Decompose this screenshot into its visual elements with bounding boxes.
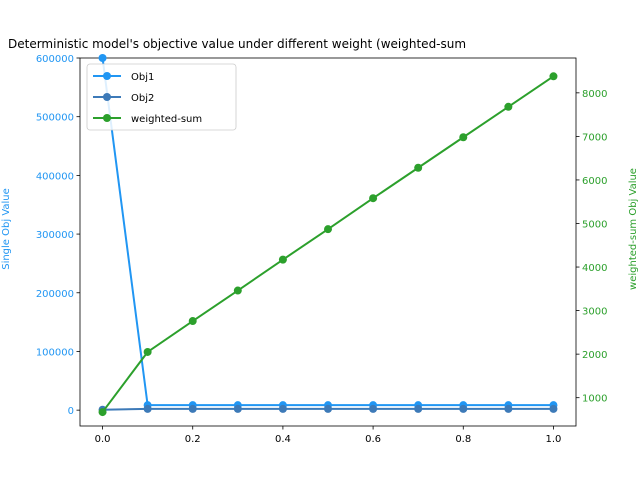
- x-tick-label: 0.8: [455, 434, 471, 445]
- data-point-weighted-sum: [459, 133, 468, 142]
- y-right-tick-label: 8000: [582, 89, 607, 100]
- data-point-weighted-sum: [414, 163, 423, 172]
- data-point-obj1: [98, 54, 107, 62]
- data-point-weighted-sum: [188, 317, 197, 326]
- plot-frame: [79, 57, 577, 427]
- x-tick-label: 0.2: [185, 434, 201, 445]
- data-point-weighted-sum: [324, 225, 332, 234]
- data-point-weighted-sum: [233, 286, 242, 295]
- y-left-tick-label: 300000: [36, 230, 74, 241]
- y-right-tick-label: 4000: [582, 263, 607, 274]
- legend-label-obj2: Obj2: [131, 93, 154, 104]
- data-point-weighted-sum: [98, 408, 107, 417]
- data-point-obj2: [459, 404, 468, 413]
- legend-label-obj1: Obj1: [131, 72, 154, 83]
- data-point-obj2: [324, 404, 332, 413]
- x-tick-label: 0.4: [275, 434, 291, 445]
- x-tick-label: 1.0: [546, 434, 562, 445]
- y-right-tick-label: 3000: [582, 307, 607, 318]
- chart-title: Deterministic model's objective value un…: [8, 37, 466, 51]
- y-right-tick-label: 6000: [582, 176, 607, 187]
- data-point-obj2: [233, 404, 242, 413]
- y-right-tick-label: 1000: [582, 394, 607, 405]
- legend-marker-obj2: [103, 93, 111, 101]
- legend-box: [86, 63, 237, 131]
- data-point-obj2: [143, 404, 152, 413]
- legend-marker-weighted-sum: [103, 114, 111, 122]
- legend-label-weighted-sum: weighted-sum: [131, 114, 202, 125]
- y-left-tick-label: 200000: [36, 289, 74, 300]
- y-axis-label-right: weighted-sum Obj Value: [628, 168, 639, 290]
- data-point-weighted-sum: [369, 194, 378, 203]
- data-point-obj2: [504, 404, 513, 413]
- data-point-obj2: [369, 404, 378, 413]
- legend-marker-obj1: [103, 72, 111, 80]
- data-point-weighted-sum: [143, 347, 152, 356]
- y-right-tick-label: 7000: [582, 132, 607, 143]
- data-point-obj2: [278, 404, 287, 413]
- y-left-tick-label: 600000: [36, 54, 74, 65]
- data-point-obj2: [188, 404, 197, 413]
- data-point-obj2: [414, 404, 423, 413]
- y-left-tick-label: 500000: [36, 113, 74, 124]
- y-right-tick-label: 2000: [582, 350, 607, 361]
- x-tick-label: 0.6: [365, 434, 381, 445]
- y-left-tick-label: 0: [68, 406, 74, 417]
- y-right-tick-label: 5000: [582, 219, 607, 230]
- y-axis-label-left: Single Obj Value: [1, 188, 12, 270]
- data-point-weighted-sum: [504, 102, 513, 111]
- y-left-tick-label: 100000: [36, 347, 74, 358]
- y-left-tick-label: 400000: [36, 171, 74, 182]
- data-point-weighted-sum: [278, 255, 287, 264]
- data-point-weighted-sum: [549, 72, 558, 81]
- x-tick-label: 0.0: [95, 434, 111, 445]
- data-point-obj2: [549, 404, 558, 413]
